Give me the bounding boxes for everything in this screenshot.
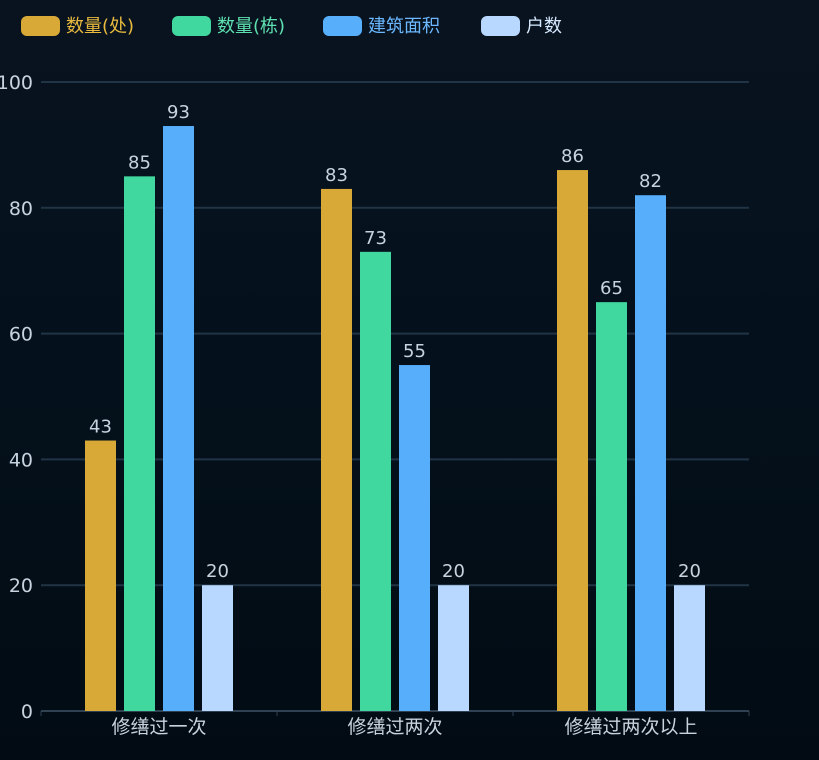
data-label: 43 (89, 417, 112, 438)
y-tick-label: 40 (9, 449, 33, 471)
y-tick-label: 20 (9, 575, 33, 597)
data-label: 20 (678, 561, 701, 582)
bar (557, 170, 588, 711)
data-label: 85 (128, 152, 151, 173)
data-label: 93 (167, 102, 190, 123)
legend-item[interactable]: 建筑面积 (323, 16, 440, 37)
data-label: 20 (206, 561, 229, 582)
labels-layer: 43 85 93 20 83 73 55 20 86 65 82 20 (89, 102, 701, 582)
bar (85, 440, 116, 711)
legend-swatch (323, 16, 362, 36)
bar (596, 302, 627, 711)
y-tick-label: 80 (9, 198, 33, 220)
bar (635, 195, 666, 712)
legend-item[interactable]: 户数 (481, 16, 562, 37)
x-tick-label: 修缮过一次 (111, 716, 206, 738)
data-label: 86 (561, 146, 584, 167)
data-label: 55 (403, 341, 426, 362)
bars-layer (85, 126, 705, 712)
bar (399, 365, 430, 711)
bar (202, 585, 233, 711)
bar (360, 251, 391, 711)
data-label: 73 (364, 228, 387, 249)
y-tick-label: 0 (21, 701, 33, 723)
x-tick-label: 修缮过两次 (347, 716, 442, 738)
bar (124, 176, 155, 712)
grid-layer (41, 81, 749, 587)
y-tick-label: 100 (0, 72, 33, 94)
bar (674, 585, 705, 711)
bar (438, 585, 469, 711)
bar (163, 126, 194, 711)
x-tick-label: 修缮过两次以上 (564, 716, 697, 738)
data-label: 20 (442, 561, 465, 582)
y-tick-label: 60 (9, 324, 33, 346)
bar (321, 188, 352, 711)
legend-label: 建筑面积 (368, 16, 440, 37)
legend-label: 数量(栋) (217, 16, 285, 37)
legend-swatch (172, 16, 211, 36)
data-label: 82 (639, 171, 662, 192)
legend-label: 数量(处) (66, 16, 134, 37)
legend[interactable]: 数量(处) 数量(栋) 建筑面积 户数 (21, 16, 562, 37)
legend-swatch (481, 16, 520, 36)
axis-layer: 0 20 40 60 80 100 修缮过一次 修缮过两次 修缮过两次以上 (0, 72, 750, 738)
data-label: 83 (325, 165, 348, 186)
data-label: 65 (600, 278, 623, 299)
legend-item[interactable]: 数量(处) (21, 16, 134, 37)
legend-item[interactable]: 数量(栋) (172, 16, 285, 37)
legend-swatch (21, 16, 60, 36)
legend-label: 户数 (526, 16, 562, 37)
